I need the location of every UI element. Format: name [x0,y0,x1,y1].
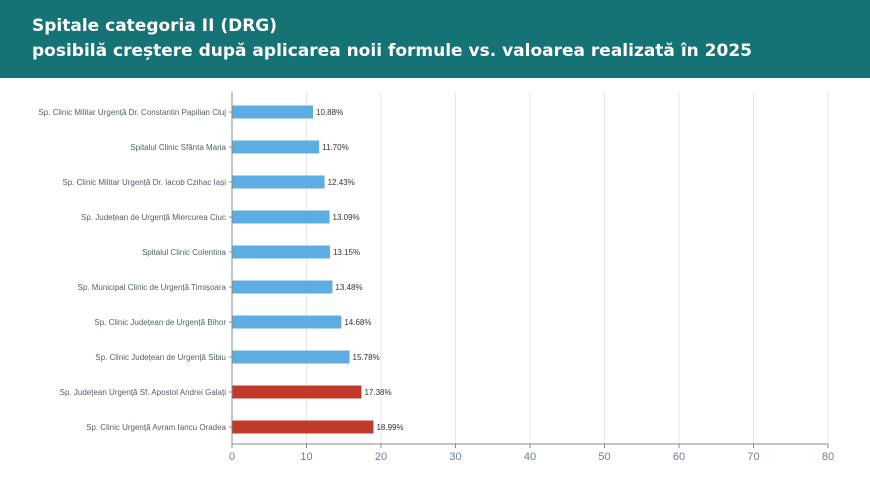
bar [232,350,350,364]
bar [232,280,333,294]
x-tick-label: 10 [300,451,312,463]
chart-title: Spitale categoria II (DRG) [32,16,278,36]
chart-panel: Sp. Clinic Militar Urgență Dr. Constanti… [20,92,844,472]
data-label: 13.48% [335,283,362,292]
category-label: Sp. Municipal Clinic de Urgență Timișoar… [77,283,226,292]
data-label: 13.15% [333,248,360,257]
category-label: Sp. Clinic Urgență Avram Iancu Oradea [86,423,226,432]
header-banner: Spitale categoria II (DRG) posibilă creș… [0,0,870,78]
bar [232,105,314,119]
data-label: 11.70% [322,143,349,152]
grid-lines [306,92,829,444]
data-label: 18.99% [376,423,403,432]
bar [232,140,320,154]
axes: 0 10 20 30 40 50 60 70 80 [229,92,834,463]
category-label: Spitalul Clinic Colentina [142,248,227,257]
category-label: Spitalul Clinic Sfânta Maria [130,143,226,152]
data-label: 17.38% [364,388,391,397]
bar [232,210,330,224]
x-tick-label: 40 [524,451,536,463]
bar-chart: Sp. Clinic Militar Urgență Dr. Constanti… [38,92,834,463]
bar [232,175,325,189]
data-label: 15.78% [353,353,380,362]
bars: Sp. Clinic Militar Urgență Dr. Constanti… [38,105,404,434]
x-tick-label: 70 [747,451,759,463]
bar [232,315,342,329]
data-label: 12.43% [328,178,355,187]
data-label: 13.09% [333,213,360,222]
category-label: Sp. Clinic Județean de Urgență Sibiu [95,353,226,362]
category-label: Sp. Județean de Urgență Miercurea Ciuc [81,213,226,222]
category-label: Sp. Clinic Militar Urgență Dr. Iacob Czi… [62,178,226,187]
bar [232,420,374,434]
data-label: 14.68% [344,318,371,327]
data-label: 10.88% [316,108,343,117]
category-label: Sp. Județean Urgență Sf. Apostol Andrei … [60,388,227,397]
x-tick-label: 30 [449,451,461,463]
chart-subtitle: posibilă creștere după aplicarea noii fo… [32,41,752,61]
category-label: Sp. Clinic Județean de Urgență Bihor [94,318,226,327]
x-tick-label: 20 [375,451,387,463]
bar [232,245,330,259]
category-label: Sp. Clinic Militar Urgență Dr. Constanti… [38,108,226,117]
bar [232,385,362,399]
x-tick-label: 60 [673,451,685,463]
x-tick-label: 80 [822,451,834,463]
x-tick-label: 0 [229,451,235,463]
x-tick-label: 50 [598,451,610,463]
